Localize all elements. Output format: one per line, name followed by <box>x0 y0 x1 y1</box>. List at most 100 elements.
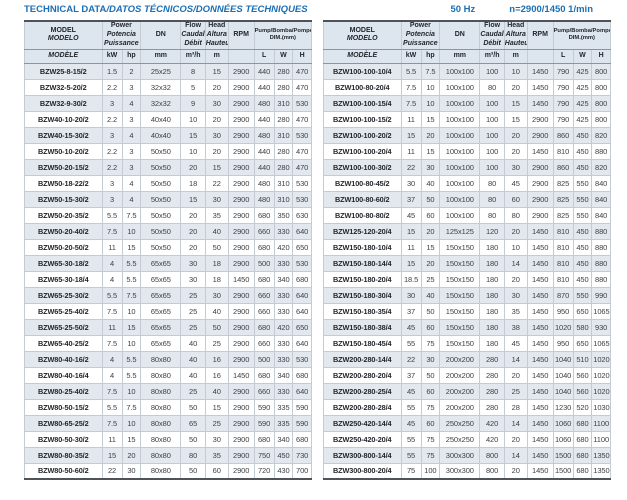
data-cell: 790 <box>552 78 574 96</box>
data-cell: 80x80 <box>140 430 182 448</box>
model-cell: BZW50-15-30/2 <box>24 190 103 208</box>
data-cell: 3 <box>101 126 123 144</box>
data-cell: 825 <box>552 174 574 192</box>
data-cell: 50 <box>420 366 441 384</box>
frequency-info: 50 Hz n=2900/1450 1/min <box>450 4 593 15</box>
data-cell: 80 <box>479 190 505 208</box>
data-cell: 1060 <box>552 430 574 448</box>
data-cell: 4 <box>101 366 123 384</box>
data-cell: 310 <box>273 126 294 144</box>
data-cell: 2900 <box>227 318 255 336</box>
model-cell: BZW100-100-15/4 <box>323 94 402 112</box>
data-cell: 1450 <box>227 270 255 288</box>
data-cell: 420 <box>273 318 294 336</box>
col-model-fr: MODÈLE <box>24 48 103 64</box>
data-cell: 180 <box>479 238 505 256</box>
model-cell: BZW32-9-30/2 <box>24 94 103 112</box>
data-cell: 35 <box>204 206 229 224</box>
table-body-left: BZW25-8-15/2 1.5 2 25x25 8 15 2900 440 280 470 BZW… <box>24 62 312 480</box>
data-cell: 250x250 <box>439 430 481 448</box>
data-cell: 30 <box>204 286 229 304</box>
data-cell: 330 <box>273 286 294 304</box>
model-cell: BZW200-280-20/4 <box>323 366 402 384</box>
model-cell: BZW80-25-40/2 <box>24 382 103 400</box>
data-cell: 950 <box>552 302 574 320</box>
data-cell: 1450 <box>526 286 554 304</box>
data-cell: 450 <box>572 222 593 240</box>
unit-length: L <box>552 48 574 64</box>
data-cell: 80x80 <box>140 398 182 416</box>
data-cell: 4 <box>121 126 142 144</box>
data-cell: 330 <box>273 302 294 320</box>
data-cell: 680 <box>253 270 275 288</box>
data-cell: 420 <box>273 238 294 256</box>
data-cell: 680 <box>253 430 275 448</box>
data-cell: 680 <box>253 238 275 256</box>
table-row: BZW80-50-15/2 5.5 7.5 80x80 50 15 2900 590 335 59… <box>24 398 312 416</box>
data-cell: 880 <box>591 142 611 160</box>
data-cell: 450 <box>572 270 593 288</box>
model-cell: BZW150-180-45/4 <box>323 334 402 352</box>
data-cell: 335 <box>273 414 294 432</box>
data-cell: 840 <box>591 190 611 208</box>
data-cell: 300x300 <box>439 446 481 464</box>
data-cell: 10 <box>420 78 441 96</box>
unit-height: H <box>292 48 312 64</box>
data-cell: 700 <box>292 462 312 480</box>
data-cell: 1450 <box>526 142 554 160</box>
data-cell: 100x100 <box>439 78 481 96</box>
table-row: BZW100-80-45/2 30 40 100x100 80 45 2900 825 550 8… <box>323 174 611 192</box>
data-cell: 100x100 <box>439 174 481 192</box>
unit-kw: kW <box>101 48 123 64</box>
data-cell: 20 <box>503 430 528 448</box>
table-row: BZW50-18-22/2 3 4 50x50 18 22 2900 480 310 530 <box>24 174 312 192</box>
data-cell: 630 <box>292 206 312 224</box>
unit-head: m <box>503 48 528 64</box>
data-cell: 2900 <box>227 190 255 208</box>
table-row: BZW150-180-10/4 11 15 150x150 180 10 1450 810 45… <box>323 238 611 256</box>
table-row: BZW150-180-35/4 37 50 150x150 180 35 1450 950 65… <box>323 302 611 320</box>
data-cell: 7.5 <box>101 334 123 352</box>
data-cell: 950 <box>552 334 574 352</box>
data-cell: 1450 <box>526 446 554 464</box>
model-cell: BZW100-100-20/2 <box>323 126 402 144</box>
data-cell: 425 <box>572 94 593 112</box>
data-cell: 550 <box>572 174 593 192</box>
data-cell: 1450 <box>526 382 554 400</box>
model-cell: BZW200-280-14/4 <box>323 350 402 368</box>
data-cell: 20 <box>503 142 528 160</box>
data-cell: 100 <box>479 158 505 176</box>
data-cell: 590 <box>253 414 275 432</box>
data-cell: 1450 <box>526 334 554 352</box>
data-cell: 10 <box>121 382 142 400</box>
data-cell: 180 <box>479 334 505 352</box>
data-cell: 3 <box>121 78 142 96</box>
data-cell: 50x50 <box>140 190 182 208</box>
data-cell: 470 <box>292 110 312 128</box>
table-row: BZW80-50-60/2 22 30 80x80 50 60 2900 720 430 700 <box>24 462 312 480</box>
data-cell: 650 <box>292 318 312 336</box>
data-cell: 25 <box>503 382 528 400</box>
data-cell: 15 <box>204 158 229 176</box>
model-cell: BZW50-10-20/2 <box>24 142 103 160</box>
data-cell: 450 <box>572 126 593 144</box>
data-cell: 32x32 <box>140 78 182 96</box>
data-cell: 650 <box>572 334 593 352</box>
data-cell: 80x80 <box>140 446 182 464</box>
data-cell: 2900 <box>227 398 255 416</box>
data-cell: 60 <box>420 206 441 224</box>
data-cell: 20 <box>503 270 528 288</box>
data-cell: 4 <box>101 270 123 288</box>
table-row: BZW200-280-14/4 22 30 200x200 280 14 1450 1040 5… <box>323 350 611 368</box>
data-cell: 580 <box>572 318 593 336</box>
data-cell: 20 <box>420 126 441 144</box>
data-cell: 650 <box>572 302 593 320</box>
col-flow: Flow Caudal Débit <box>479 20 505 50</box>
data-cell: 15 <box>204 62 229 80</box>
data-cell: 3 <box>121 142 142 160</box>
data-cell: 470 <box>292 142 312 160</box>
data-cell: 15 <box>121 318 142 336</box>
data-cell: 2900 <box>227 254 255 272</box>
table-row: BZW40-10-20/2 2.2 3 40x40 10 20 2900 440 280 470 <box>24 110 312 128</box>
